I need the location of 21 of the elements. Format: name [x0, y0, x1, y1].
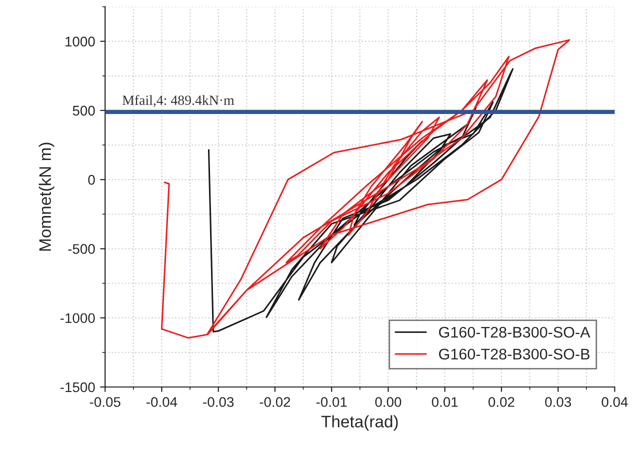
x-tick-label: 0.00 — [375, 397, 402, 407]
x-axis-title: Theta(rad) — [321, 415, 398, 431]
x-tick-label: -0.02 — [260, 397, 290, 407]
legend-label: G160-T28-B300-SO-A — [439, 326, 590, 338]
x-tick-label: -0.04 — [146, 397, 178, 407]
legend-label: G160-T28-B300-SO-B — [439, 348, 590, 360]
y-axis-title: Momnet(kN m) — [38, 142, 54, 251]
y-tick-label: -1000 — [60, 313, 95, 324]
x-tick-label: 0.01 — [432, 397, 458, 407]
x-tick-label: -0.03 — [203, 397, 234, 407]
x-tick-label: -0.01 — [316, 397, 347, 407]
x-tick-label: -0.05 — [90, 397, 120, 407]
x-tick-label: 0.03 — [545, 397, 571, 407]
y-tick-label: 1000 — [66, 36, 95, 46]
y-tick-label: -1500 — [60, 382, 95, 392]
y-tick-label: -500 — [68, 244, 95, 254]
y-tick-label: 0 — [88, 174, 95, 185]
ref-line-label: Mfail,4: 489.4kN·m — [122, 95, 234, 107]
x-tick-label: 0.04 — [602, 397, 628, 407]
y-tick-label: 500 — [72, 106, 95, 116]
x-tick-label: 0.02 — [488, 397, 514, 407]
